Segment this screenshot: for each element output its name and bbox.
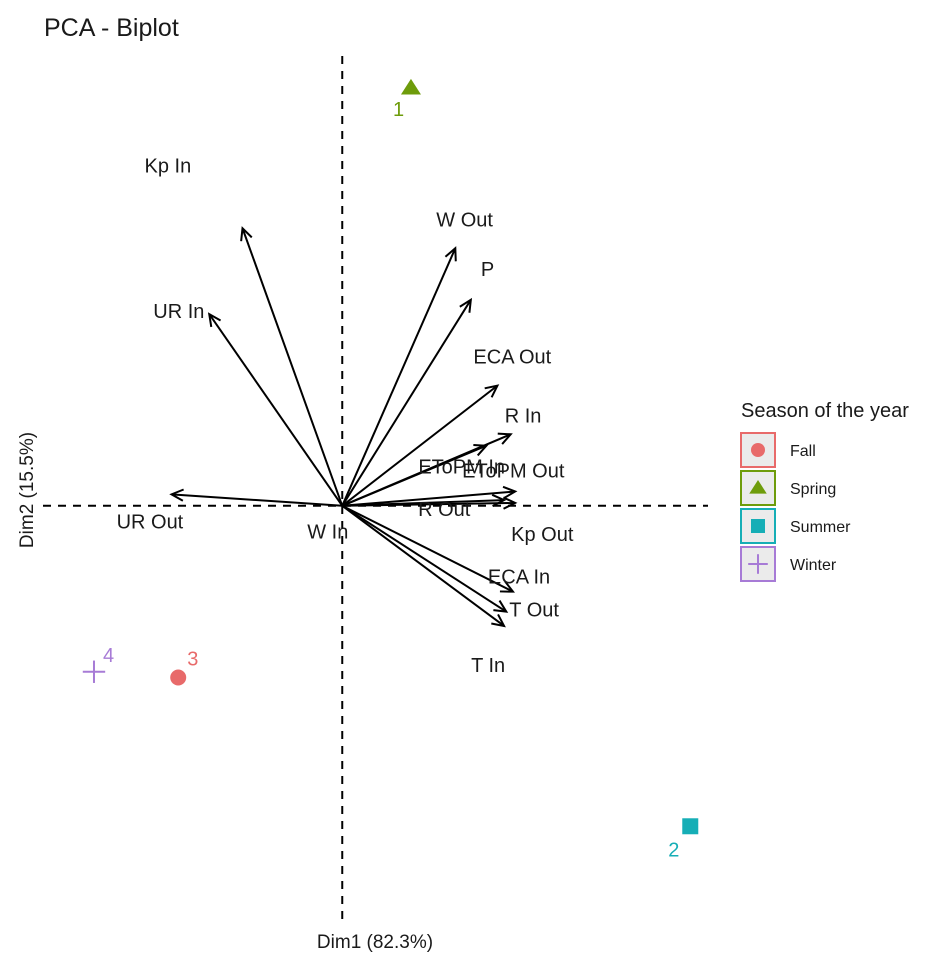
point-label-3: 3 xyxy=(187,648,198,670)
point-fall xyxy=(170,669,187,686)
variable-label-p: P xyxy=(481,259,494,281)
arrow-eca-in xyxy=(341,504,514,593)
arrowhead-etopm-in xyxy=(473,444,489,457)
legend: Season of the year Fall Spring Summer Winte… xyxy=(740,400,909,582)
variable-arrows xyxy=(169,226,518,628)
point-label-2: 2 xyxy=(668,839,679,861)
y-axis-label: Dim2 (15.5%) xyxy=(17,432,38,548)
legend-title: Season of the year xyxy=(741,400,909,422)
legend-symbol-summer xyxy=(751,519,765,533)
variable-label-kp-out: Kp Out xyxy=(511,524,574,546)
arrowhead-ur-in xyxy=(207,312,222,328)
arrow-kp-in xyxy=(241,227,344,507)
variable-label-w-out: W Out xyxy=(436,209,493,231)
arrowhead-r-in xyxy=(497,432,513,445)
variable-label-etopm-out: EToPM Out xyxy=(462,461,565,483)
point-label-4: 4 xyxy=(103,645,114,667)
arrow-p xyxy=(341,299,472,507)
arrow-eca-out xyxy=(341,384,499,507)
variable-labels: Kp In W Out P UR In ECA Out R In EToPM InEToPM… xyxy=(117,155,574,677)
legend-label-winter: Winter xyxy=(790,557,837,574)
variable-label-r-in: R In xyxy=(505,405,542,427)
variable-label-etopm-in: EToPM In xyxy=(418,457,505,479)
arrowhead-t-in xyxy=(491,613,506,628)
arrowhead-t-out xyxy=(493,600,509,613)
variable-label-w-in: W In xyxy=(307,522,348,544)
legend-label-fall: Fall xyxy=(790,443,816,460)
individual-points: 1 2 3 4 xyxy=(82,78,699,861)
arrow-ur-in xyxy=(208,313,344,507)
chart-title: PCA - Biplot xyxy=(44,14,179,42)
point-winter xyxy=(82,660,106,683)
arrowhead-w-out xyxy=(444,246,457,262)
arrowhead-ur-out xyxy=(169,488,184,502)
arrow-t-in xyxy=(341,505,505,627)
arrow-ur-out xyxy=(171,493,343,507)
variable-label-eca-in: ECA In xyxy=(488,567,550,589)
arrow-w-out xyxy=(341,247,457,507)
variable-label-ur-in: UR In xyxy=(153,301,204,323)
legend-symbol-spring xyxy=(749,479,767,494)
arrowhead-eca-out xyxy=(484,384,500,398)
legend-label-summer: Summer xyxy=(790,519,851,536)
legend-label-spring: Spring xyxy=(790,481,836,498)
zero-lines xyxy=(43,56,708,923)
point-spring xyxy=(400,78,421,95)
variable-label-eca-out: ECA Out xyxy=(473,347,551,369)
arrow-etopm-in xyxy=(341,444,487,507)
point-label-1: 1 xyxy=(393,99,404,121)
arrowhead-kp-in xyxy=(240,226,253,242)
variable-label-ur-out: UR Out xyxy=(117,511,184,533)
arrow-t-out xyxy=(341,504,507,613)
arrow-kp-out xyxy=(342,501,516,507)
legend-symbol-winter xyxy=(748,554,768,574)
legend-symbol-fall xyxy=(751,443,765,457)
arrowhead-p xyxy=(459,297,473,313)
arrow-etopm-out xyxy=(342,490,516,507)
variable-label-kp-in: Kp In xyxy=(145,155,192,177)
variable-label-t-out: T Out xyxy=(509,600,559,622)
x-axis-label: Dim1 (82.3%) xyxy=(317,932,433,953)
point-summer xyxy=(682,818,699,835)
variable-label-r-out: R Out xyxy=(418,499,471,521)
arrowhead-etopm-out xyxy=(502,485,518,499)
variable-label-t-in: T In xyxy=(471,655,505,677)
arrowhead-kp-out xyxy=(502,496,518,510)
arrowhead-eca-in xyxy=(499,580,515,593)
